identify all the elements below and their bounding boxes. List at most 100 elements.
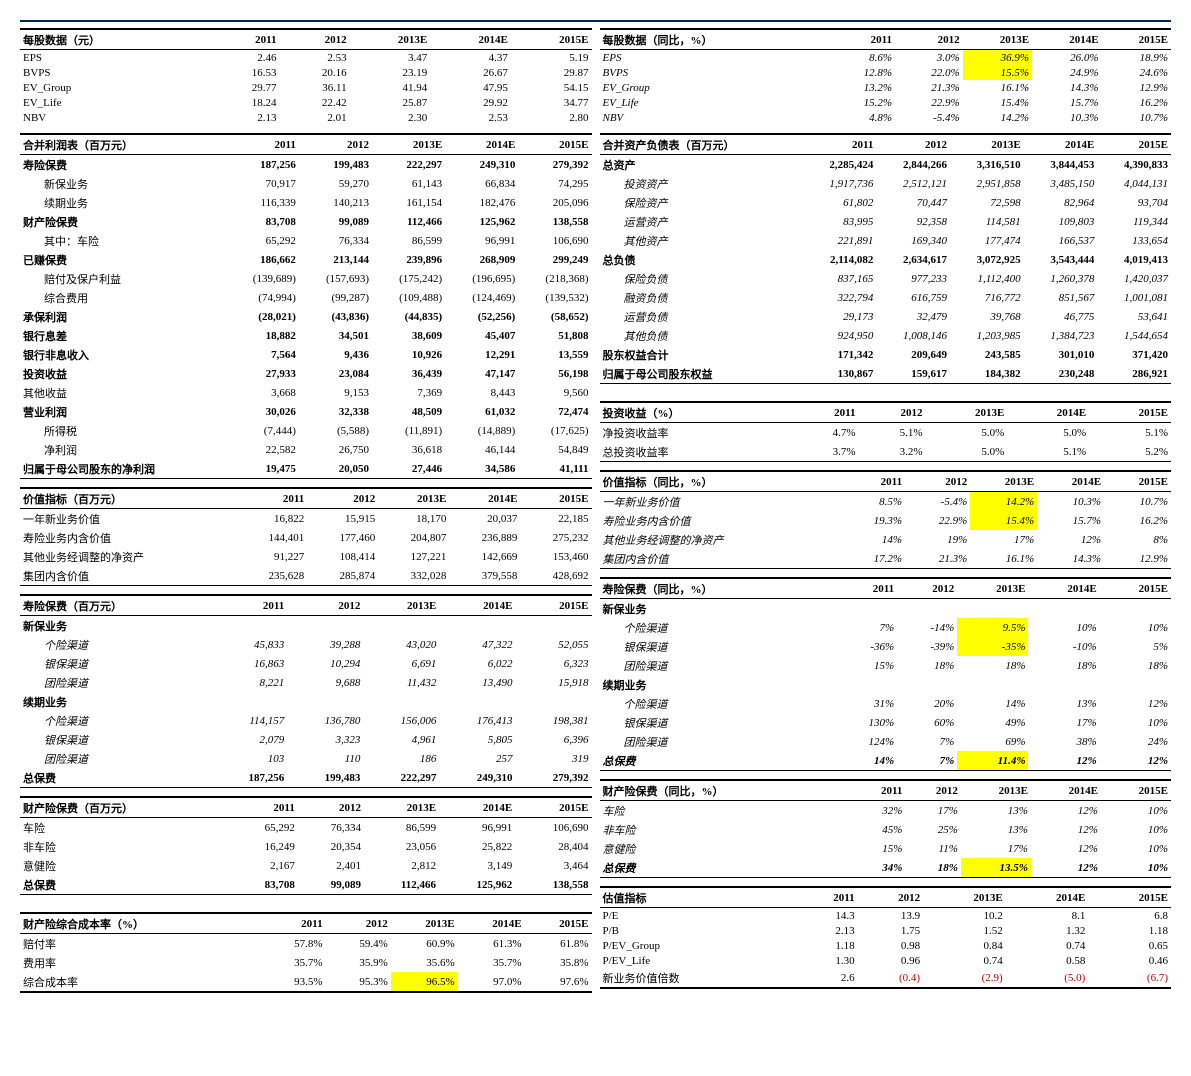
cell: 22.0% bbox=[895, 65, 963, 80]
col-year: 2014E bbox=[1024, 134, 1098, 155]
cell: 5,805 bbox=[439, 730, 515, 749]
cell: 93,704 bbox=[1097, 193, 1171, 212]
cell: 127,221 bbox=[378, 547, 449, 566]
cell: 1.52 bbox=[923, 923, 1006, 938]
row-label: EPS bbox=[600, 50, 828, 66]
cell: 3,464 bbox=[515, 856, 591, 875]
cell: 1,260,378 bbox=[1024, 269, 1098, 288]
cell: 14% bbox=[957, 694, 1028, 713]
cell: 322,794 bbox=[803, 288, 877, 307]
cell: (5.0) bbox=[1006, 968, 1089, 988]
cell: 51,808 bbox=[518, 326, 591, 345]
cell bbox=[363, 616, 439, 636]
row-label: 总保费 bbox=[600, 751, 834, 771]
cell: 76,334 bbox=[299, 231, 372, 250]
col-year: 2015E bbox=[1097, 134, 1171, 155]
cell: 0.74 bbox=[923, 953, 1006, 968]
cell: 12% bbox=[1100, 751, 1171, 771]
col-year: 2015E bbox=[518, 134, 591, 155]
cell: 48,509 bbox=[372, 402, 445, 421]
cell: 10% bbox=[1101, 801, 1171, 821]
cell: 140,213 bbox=[299, 193, 372, 212]
cell: 10,926 bbox=[372, 345, 445, 364]
row-label: 非车险 bbox=[20, 837, 232, 856]
cell: 23,056 bbox=[364, 837, 439, 856]
cell: 332,028 bbox=[378, 566, 449, 586]
cell: 2,812 bbox=[364, 856, 439, 875]
cell: 2.13 bbox=[209, 110, 279, 125]
cell: 20.16 bbox=[279, 65, 349, 80]
cell: 1.18 bbox=[1088, 923, 1171, 938]
cell: (99,287) bbox=[299, 288, 372, 307]
cell: 17% bbox=[970, 530, 1037, 549]
cell: 28,404 bbox=[515, 837, 591, 856]
col-year: 2011 bbox=[226, 134, 299, 155]
row-label: 银保渠道 bbox=[600, 637, 834, 656]
cell bbox=[1100, 675, 1171, 694]
cell: 12,291 bbox=[445, 345, 518, 364]
row-label: 新保业务 bbox=[600, 599, 834, 619]
cell: 12% bbox=[1031, 858, 1101, 878]
row-label: 净利润 bbox=[20, 440, 226, 459]
cell bbox=[211, 692, 287, 711]
cell: 29.87 bbox=[511, 65, 592, 80]
data-table: 寿险保费（同比，%）201120122013E2014E2015E新保业务个险渠… bbox=[600, 577, 1172, 771]
cell: 2,114,082 bbox=[803, 250, 877, 269]
cell: 106,690 bbox=[515, 818, 591, 838]
row-label: EV_Life bbox=[600, 95, 828, 110]
cell: 125,962 bbox=[439, 875, 515, 895]
data-table: 价值指标（同比，%）201120122013E2014E2015E一年新业务价值… bbox=[600, 470, 1172, 569]
cell: 6,022 bbox=[439, 654, 515, 673]
cell: 4.37 bbox=[430, 50, 511, 66]
cell: 91,227 bbox=[236, 547, 307, 566]
cell: 15% bbox=[833, 656, 897, 675]
cell: 16,822 bbox=[236, 509, 307, 529]
cell: 16.1% bbox=[970, 549, 1037, 569]
cell: 97.6% bbox=[525, 972, 592, 992]
col-year: 2012 bbox=[905, 780, 960, 801]
cell: 17% bbox=[1028, 713, 1099, 732]
cell: 3.0% bbox=[895, 50, 963, 66]
cell: 10% bbox=[1101, 858, 1171, 878]
cell: 36,618 bbox=[372, 440, 445, 459]
cell: 837,165 bbox=[803, 269, 877, 288]
row-label: 银保渠道 bbox=[600, 713, 834, 732]
cell: 14.2% bbox=[963, 110, 1032, 125]
row-label: P/EV_Group bbox=[600, 938, 794, 953]
data-table: 财产险保费（百万元）201120122013E2014E2015E车险65,29… bbox=[20, 796, 592, 895]
cell: 6,323 bbox=[515, 654, 591, 673]
row-label: BVPS bbox=[20, 65, 209, 80]
row-label: 寿险业务内含价值 bbox=[600, 511, 840, 530]
cell: 243,585 bbox=[950, 345, 1024, 364]
cell: 299,249 bbox=[518, 250, 591, 269]
col-year: 2013E bbox=[350, 29, 431, 50]
cell: 15.4% bbox=[963, 95, 1032, 110]
col-year: 2012 bbox=[895, 29, 963, 50]
col-year: 2014E bbox=[1028, 578, 1099, 599]
cell: 5.0% bbox=[1007, 423, 1089, 443]
cell: (14,889) bbox=[445, 421, 518, 440]
cell: 18% bbox=[957, 656, 1028, 675]
cell: 41.94 bbox=[350, 80, 431, 95]
cell: (44,835) bbox=[372, 307, 445, 326]
cell: 124% bbox=[833, 732, 897, 751]
cell: 45,833 bbox=[211, 635, 287, 654]
cell: 279,392 bbox=[518, 155, 591, 175]
cell: 169,340 bbox=[876, 231, 950, 250]
cell: 199,483 bbox=[287, 768, 363, 788]
cell: 15.7% bbox=[1032, 95, 1101, 110]
cell: 3,668 bbox=[226, 383, 299, 402]
cell: 18,170 bbox=[378, 509, 449, 529]
cell: 18% bbox=[1028, 656, 1099, 675]
row-label: 营业利润 bbox=[20, 402, 226, 421]
cell: (5,588) bbox=[299, 421, 372, 440]
cell: 279,392 bbox=[515, 768, 591, 788]
row-label: 费用率 bbox=[20, 953, 260, 972]
cell: 9,436 bbox=[299, 345, 372, 364]
row-label: 个险渠道 bbox=[600, 694, 834, 713]
cell: 6,691 bbox=[363, 654, 439, 673]
cell: (0.4) bbox=[858, 968, 923, 988]
cell: 36.9% bbox=[963, 50, 1032, 66]
cell: 10.7% bbox=[1104, 492, 1171, 512]
cell: 144,401 bbox=[236, 528, 307, 547]
